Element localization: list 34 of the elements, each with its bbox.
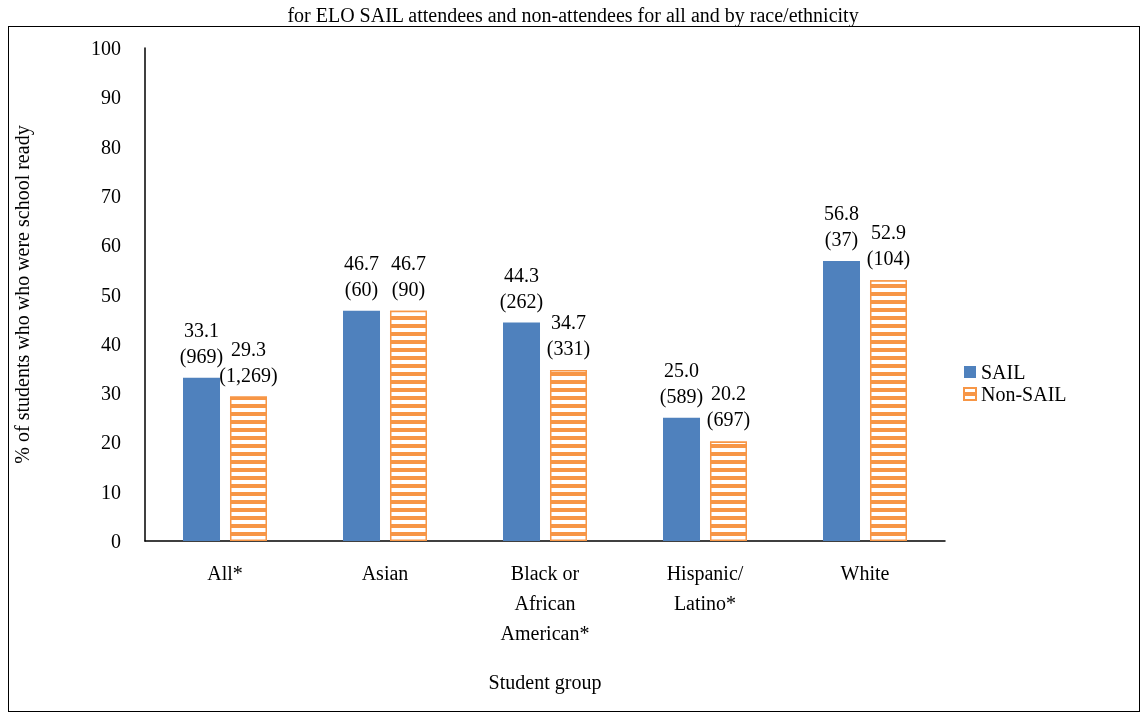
- legend-label: Non-SAIL: [981, 383, 1067, 405]
- data-label: 46.7 (90): [390, 251, 426, 301]
- data-label: 46.7 (60): [344, 251, 380, 301]
- bar: [823, 260, 861, 541]
- y-tick-label: 40: [101, 332, 121, 355]
- y-tick-label: 90: [101, 86, 121, 109]
- data-label: 52.9 (104): [866, 221, 911, 271]
- bar: [343, 310, 381, 541]
- y-tick-label: 100: [91, 37, 121, 59]
- y-tick-label: 20: [101, 431, 121, 454]
- x-tick-label: All*: [207, 562, 243, 584]
- x-tick-label: Hispanic/ Latino*: [666, 562, 744, 614]
- data-label: 34.7 (331): [546, 310, 591, 360]
- y-tick-label: 10: [101, 480, 121, 503]
- data-label: 20.2 (697): [706, 382, 751, 432]
- x-tick-label: Black or African American*: [500, 562, 590, 644]
- legend-label: SAIL: [981, 361, 1026, 383]
- y-tick-label: 60: [101, 234, 121, 257]
- data-label: 56.8 (37): [824, 201, 860, 251]
- y-tick-label: 50: [101, 283, 121, 306]
- x-axis-title: Student group: [488, 671, 602, 694]
- chart-title: for ELO SAIL attendees and non-attendees for all and by race/ethnicity: [287, 4, 859, 27]
- y-tick-label: 70: [101, 184, 121, 207]
- y-axis-title: % of students who who were school ready: [11, 125, 34, 464]
- y-tick-label: 30: [101, 382, 121, 405]
- y-tick-label: 0: [111, 530, 121, 552]
- x-tick-label: White: [840, 562, 890, 584]
- bar: [183, 377, 221, 541]
- data-label: 25.0 (589): [659, 358, 704, 408]
- x-tick-label: Asian: [361, 562, 409, 584]
- y-tick-label: 80: [101, 135, 121, 158]
- bar: [503, 322, 541, 541]
- bar: [663, 417, 701, 541]
- data-label: 44.3 (262): [499, 263, 544, 313]
